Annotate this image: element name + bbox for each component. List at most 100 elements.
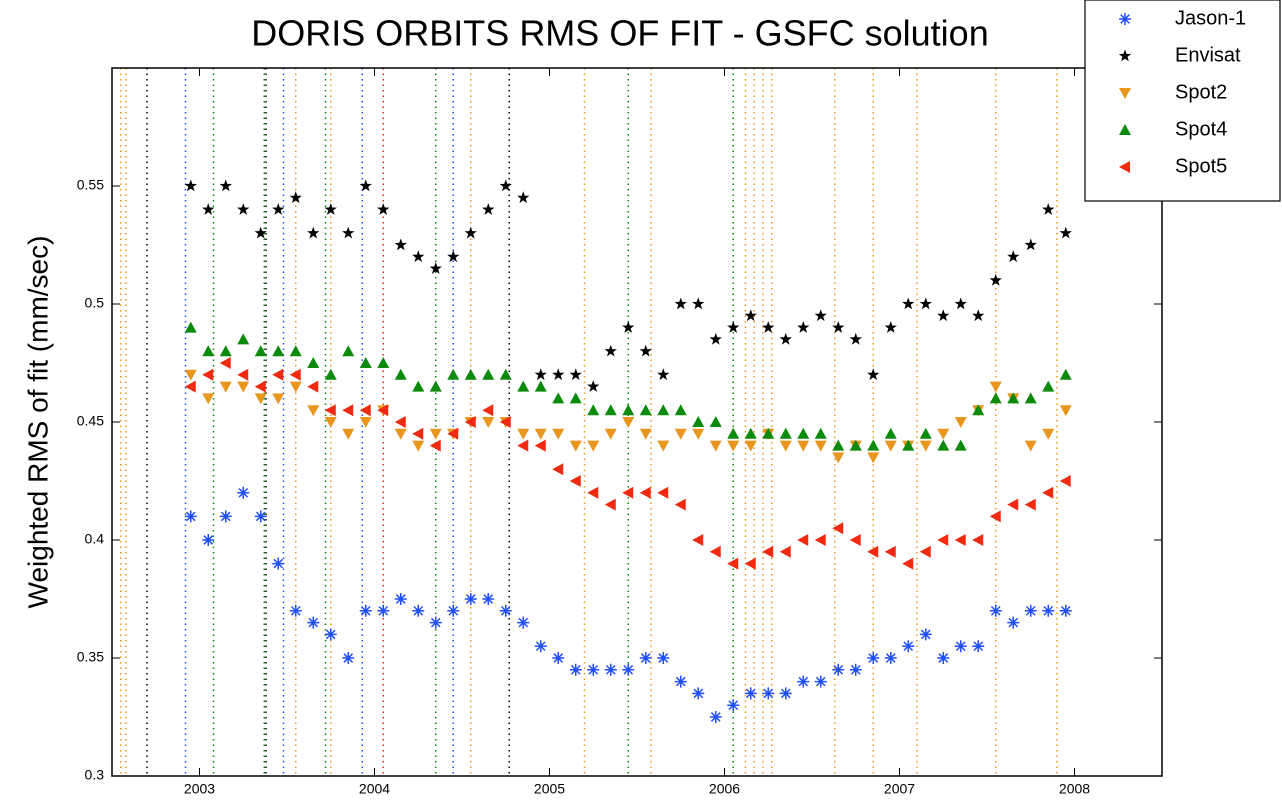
data-point [552,392,565,404]
data-point [744,309,757,322]
data-point [202,368,214,381]
data-point [604,344,617,357]
data-point [289,368,301,381]
data-point [884,652,897,664]
data-point [1007,250,1020,263]
data-point [499,416,511,428]
data-point [849,439,862,451]
data-point [657,440,670,452]
data-point [674,404,687,416]
data-point [429,380,442,392]
chart-title: DORIS ORBITS RMS OF FIT - GSFC solution [251,13,988,54]
data-point [377,404,389,417]
data-point [989,604,1002,617]
data-point [447,368,460,380]
data-point [797,440,810,452]
data-point [1042,428,1055,440]
data-point [814,675,827,688]
data-point [202,203,215,215]
data-point [219,510,232,523]
data-point [954,640,967,653]
data-point [324,203,337,215]
data-point [919,427,932,439]
data-point [237,368,249,381]
data-point [552,652,565,664]
x-tick-label: 2008 [1059,781,1090,797]
data-point [359,604,372,617]
data-point [849,663,862,676]
legend-marker [1119,88,1131,99]
data-point [902,439,915,451]
data-point [657,486,669,499]
legend-box [1084,0,1281,202]
data-point [1007,616,1020,629]
data-point [1042,380,1055,392]
data-point [709,711,722,723]
data-point [254,226,267,239]
data-point [254,393,267,405]
data-point [482,404,494,417]
data-point [902,297,915,310]
data-point [954,417,967,428]
data-point [867,545,879,558]
data-point [849,534,861,546]
data-point [919,297,932,310]
data-point [359,357,372,368]
data-point [342,428,355,440]
legend-marker [1119,13,1131,25]
data-point [324,417,337,428]
data-point [604,663,617,676]
data-point [1024,498,1036,511]
data-point [1024,604,1037,617]
data-point [569,475,581,487]
data-point [482,593,495,605]
data-point [937,534,949,546]
x-tick-label: 2006 [709,781,740,797]
y-tick-label: 0.4 [85,531,105,547]
data-point [219,357,231,369]
data-point [797,675,810,688]
data-point [272,203,285,215]
y-tick-label: 0.5 [85,295,105,311]
data-point [727,440,740,452]
data-point [394,238,407,251]
data-point [814,427,827,439]
data-point [639,486,651,499]
data-point [272,393,285,405]
data-point [324,628,337,641]
x-tick-label: 2004 [359,781,390,797]
data-point [219,381,232,393]
data-point [814,440,827,452]
data-point [552,368,565,381]
data-point [377,604,390,617]
data-point [534,368,547,381]
data-point [744,427,757,439]
data-point [884,321,897,333]
data-point [464,226,477,239]
data-point [289,604,302,617]
data-point [709,545,721,558]
data-point [394,428,407,440]
data-point [429,428,442,440]
data-point [237,333,250,345]
data-point [394,593,407,605]
data-point [1059,475,1071,487]
data-point [797,427,810,439]
data-point [622,404,635,416]
y-axis-label: Weighted RMS of fit (mm/sec) [22,236,53,609]
data-point [867,452,880,464]
legend-label: Spot2 [1175,81,1227,103]
legend-marker [1119,161,1130,173]
data-point [289,191,302,204]
data-point [692,416,705,427]
legend-label: Jason-1 [1175,7,1246,29]
y-tick-label: 0.3 [85,767,105,783]
data-point [622,486,634,499]
data-point [674,498,686,511]
data-point [639,404,652,416]
data-point [919,545,931,558]
data-point [429,616,442,629]
data-point [184,179,197,192]
